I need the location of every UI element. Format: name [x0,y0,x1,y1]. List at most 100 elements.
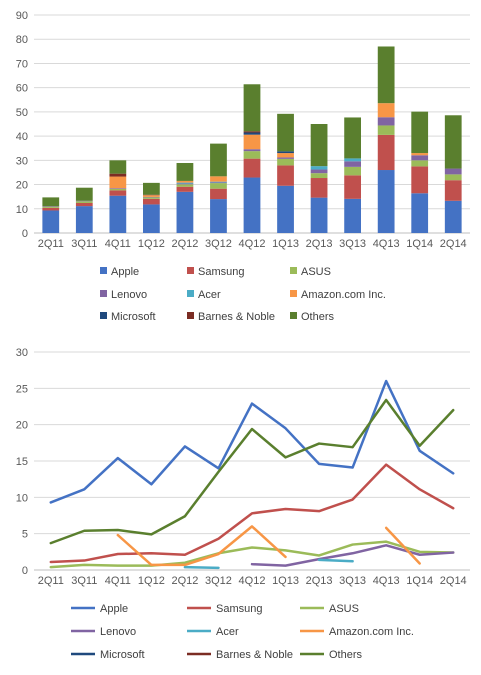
bar-chart-legend-item: Microsoft [100,311,156,323]
bar-segment-others [75,187,93,201]
bar-segment-others [109,160,127,174]
bar-chart-legend-swatch [290,267,297,274]
line-chart-legend-label: Amazon.com Inc. [329,626,414,638]
bar-segment-asus [444,174,462,181]
bar-segment-acer [210,181,227,183]
bar-segment-amazon-com-inc- [377,103,395,118]
line-chart-legend-item: Others [300,649,363,661]
line-chart-y-tick-label: 0 [22,565,28,577]
line-chart-x-tick-label: 1Q13 [272,575,299,587]
line-chart-y-tick-label: 10 [16,492,28,504]
bar-segment-acer [310,166,328,170]
bar-segment-asus [42,206,60,208]
line-series-acer [317,558,354,563]
line-chart-legend-item: Lenovo [71,626,136,638]
line-series-amazon-com-inc- [116,525,287,567]
bar-segment-others [143,182,160,195]
line-chart-x-tick-label: 3Q11 [71,575,97,587]
bar-segment-samsung [176,186,194,192]
bar-segment-acer [176,182,194,184]
line-chart-legend-label: Microsoft [100,649,145,661]
bar-chart-y-tick-label: 50 [16,107,28,119]
bar-chart-legend-swatch [187,267,194,274]
line-chart-legend-label: ASUS [329,603,359,615]
bar-chart-legend-label: Acer [198,289,221,301]
bar-segment-lenovo [344,161,361,167]
bar-chart-y-tick-label: 30 [16,155,28,167]
bar-segment-apple [109,195,127,233]
bar-segment-apple [42,210,60,233]
bar-segment-others [444,115,462,169]
bar-chart-legend-label: Samsung [198,266,244,278]
bar-chart-x-tick-label: 3Q11 [71,238,97,250]
bar-chart-legend: Apple Samsung ASUS Lenovo Acer Amazon.com Inc… [100,266,386,323]
bar-segment-asus [411,160,429,167]
line-chart-y-axis: 0 5 10 15 20 25 30 [16,347,470,577]
bar-segment-samsung [277,165,294,186]
bar-chart-y-tick-label: 20 [16,180,28,192]
line-chart-series [49,379,455,570]
line-chart-legend-item: Barnes & Noble [187,649,293,661]
bar-segment-barnes-noble [243,131,261,133]
line-chart-legend-item: Acer [187,626,239,638]
line-chart-y-tick-label: 20 [16,420,28,432]
bar-chart-legend-item: Acer [187,289,221,301]
bar-chart-legend-item: Amazon.com Inc. [290,289,386,301]
bar-chart-bars [42,46,462,233]
bar-segment-apple [344,198,361,233]
line-chart-legend-item: Amazon.com Inc. [300,626,414,638]
bar-chart-x-tick-label: 2Q14 [440,238,467,250]
bar-segment-others [411,111,429,154]
bar-segment-asus [143,197,160,199]
bar-segment-asus [277,158,294,166]
bar-segment-others [243,84,261,132]
line-chart-legend-label: Barnes & Noble [216,649,293,661]
line-chart-legend-item: Apple [71,603,128,615]
bar-chart-legend-swatch [100,290,107,297]
bar-segment-lenovo [277,157,294,159]
bar-segment-asus [243,151,261,159]
line-chart-y-tick-label: 15 [16,456,28,468]
bar-chart-x-tick-label: 2Q13 [306,238,333,250]
line-chart-legend-item: Microsoft [71,649,145,661]
bar-segment-lenovo [243,149,261,152]
bar-segment-amazon-com-inc- [411,153,429,156]
bar-segment-asus [109,188,127,191]
bar-segment-samsung [143,198,160,205]
bar-segment-samsung [243,158,261,178]
bar-segment-samsung [310,178,328,198]
bar-chart-y-tick-label: 90 [16,10,28,22]
bar-segment-asus [344,166,361,176]
bar-segment-acer [344,158,361,162]
line-chart-legend-item: Samsung [187,603,262,615]
bar-segment-amazon-com-inc- [277,153,294,158]
bar-segment-apple [277,185,294,233]
bar-chart-legend-label: Barnes & Noble [198,311,275,323]
bar-segment-lenovo [176,183,194,185]
line-chart-x-tick-label: 2Q11 [38,575,64,587]
bar-chart-legend-swatch [290,312,297,319]
bar-chart-legend-label: ASUS [301,266,331,278]
bar-segment-microsoft [243,132,261,135]
bar-chart-legend-item: Samsung [187,266,244,278]
bar-chart-legend-item: Barnes & Noble [187,311,275,323]
bar-segment-amazon-com-inc- [176,180,194,183]
bar-chart-x-tick-label: 1Q13 [272,238,299,250]
bar-segment-lenovo [377,117,395,126]
bar-chart-y-tick-label: 60 [16,83,28,95]
bar-chart-x-tick-label: 2Q11 [38,238,64,250]
bar-segment-asus [210,183,227,189]
line-series-others [49,398,455,545]
line-chart-y-tick-label: 25 [16,383,28,395]
line-series-apple [49,379,455,504]
bar-segment-apple [444,200,462,233]
line-series-asus [49,540,455,569]
line-chart-legend-label: Others [329,649,363,661]
bar-segment-apple [176,191,194,233]
bar-chart-legend-swatch [100,267,107,274]
bar-segment-others [210,143,227,177]
line-chart-y-tick-label: 30 [16,347,28,359]
line-chart-x-tick-label: 1Q12 [138,575,165,587]
line-chart-x-tick-label: 3Q13 [339,575,366,587]
